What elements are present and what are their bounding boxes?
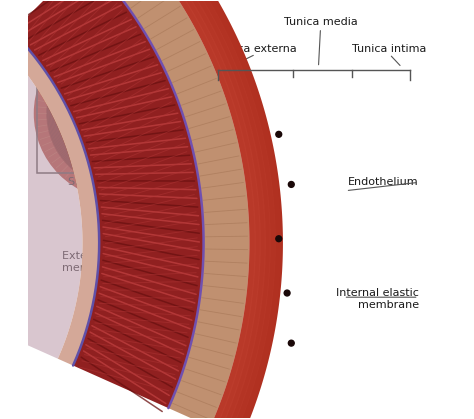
Circle shape bbox=[284, 290, 290, 296]
Circle shape bbox=[81, 74, 160, 153]
Text: Internal elastic
membrane: Internal elastic membrane bbox=[336, 289, 419, 310]
Circle shape bbox=[152, 84, 155, 87]
Circle shape bbox=[75, 119, 79, 123]
Circle shape bbox=[276, 132, 282, 137]
Circle shape bbox=[77, 97, 81, 100]
Circle shape bbox=[85, 140, 88, 143]
Polygon shape bbox=[126, 0, 266, 419]
Circle shape bbox=[53, 30, 137, 114]
Circle shape bbox=[115, 91, 142, 119]
Polygon shape bbox=[0, 43, 82, 359]
Polygon shape bbox=[12, 0, 204, 408]
Polygon shape bbox=[133, 0, 276, 419]
Text: Smooth muscle: Smooth muscle bbox=[68, 177, 154, 187]
Polygon shape bbox=[86, 0, 249, 419]
Polygon shape bbox=[130, 0, 271, 419]
Circle shape bbox=[146, 145, 150, 149]
Circle shape bbox=[288, 181, 294, 187]
Circle shape bbox=[111, 69, 114, 72]
Text: Tunica intima: Tunica intima bbox=[352, 44, 427, 54]
Circle shape bbox=[276, 236, 282, 242]
Polygon shape bbox=[137, 0, 281, 419]
Text: Tunica media: Tunica media bbox=[283, 17, 357, 26]
Circle shape bbox=[126, 155, 129, 158]
Bar bbox=[36, 52, 90, 173]
Polygon shape bbox=[119, 0, 283, 419]
Text: Endothelium: Endothelium bbox=[348, 177, 419, 187]
Circle shape bbox=[90, 78, 93, 82]
Circle shape bbox=[47, 40, 193, 186]
Circle shape bbox=[103, 153, 107, 156]
Circle shape bbox=[288, 340, 294, 346]
Circle shape bbox=[160, 127, 163, 130]
Polygon shape bbox=[0, 31, 99, 365]
Circle shape bbox=[133, 70, 137, 74]
Polygon shape bbox=[123, 0, 261, 419]
Circle shape bbox=[162, 104, 165, 108]
Text: Tunica externa: Tunica externa bbox=[215, 44, 297, 54]
Circle shape bbox=[99, 83, 150, 135]
Text: External elastic
membrane: External elastic membrane bbox=[62, 251, 148, 272]
Circle shape bbox=[35, 28, 206, 199]
Circle shape bbox=[76, 70, 164, 157]
Polygon shape bbox=[119, 0, 256, 419]
